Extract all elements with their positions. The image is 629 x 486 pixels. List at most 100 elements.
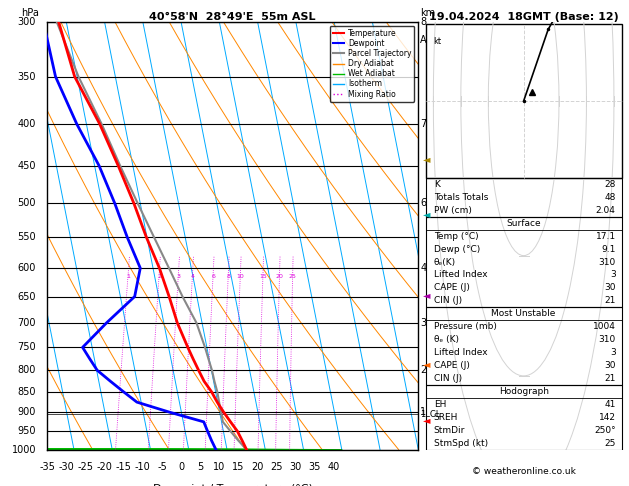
Text: -10: -10 [135,462,151,472]
Text: 310: 310 [598,258,616,266]
Text: 700: 700 [18,318,36,328]
Text: 8: 8 [420,17,426,27]
Text: 900: 900 [18,407,36,417]
Text: 1LCL: 1LCL [420,410,440,418]
Text: 1004: 1004 [593,322,616,331]
Text: 10: 10 [213,462,225,472]
Text: ◄: ◄ [423,154,431,164]
Text: 15: 15 [232,462,245,472]
Text: 3: 3 [176,274,181,279]
Text: 1: 1 [420,407,426,417]
Text: Lifted Index: Lifted Index [434,348,487,357]
Text: Pressure (mb): Pressure (mb) [434,322,496,331]
Text: 41: 41 [604,400,616,409]
Text: StmDir: StmDir [434,426,465,434]
Text: 1: 1 [126,274,130,279]
Text: 550: 550 [18,232,36,242]
Text: ◄: ◄ [423,209,431,219]
Text: K: K [434,180,440,189]
Text: kt: kt [434,37,442,46]
Text: 3: 3 [420,318,426,328]
Text: 250°: 250° [594,426,616,434]
Text: 19.04.2024  18GMT (Base: 12): 19.04.2024 18GMT (Base: 12) [429,12,618,22]
Text: 30: 30 [604,283,616,293]
Text: 750: 750 [18,342,36,352]
Text: 850: 850 [18,387,36,397]
Text: 142: 142 [599,413,616,422]
Text: 2.04: 2.04 [596,206,616,215]
Text: 40: 40 [328,462,340,472]
Text: CIN (J): CIN (J) [434,374,462,383]
Text: θₑ(K): θₑ(K) [434,258,456,266]
Text: 40°58'N  28°49'E  55m ASL: 40°58'N 28°49'E 55m ASL [150,12,316,22]
Text: 17.1: 17.1 [596,232,616,241]
Text: 30: 30 [604,361,616,370]
Bar [426,217,621,307]
Text: Most Unstable: Most Unstable [491,309,556,318]
Text: 9.1: 9.1 [601,244,616,254]
Text: ASL: ASL [420,35,438,45]
Text: 6: 6 [420,198,426,208]
Text: 48: 48 [604,193,616,202]
Text: -15: -15 [116,462,131,472]
Text: 4: 4 [420,263,426,273]
Text: CAPE (J): CAPE (J) [434,283,470,293]
Text: 25: 25 [289,274,297,279]
Legend: Temperature, Dewpoint, Parcel Trajectory, Dry Adiabat, Wet Adiabat, Isotherm, Mi: Temperature, Dewpoint, Parcel Trajectory… [330,26,415,102]
Text: 2: 2 [157,274,161,279]
Text: -20: -20 [97,462,113,472]
Text: 300: 300 [18,17,36,27]
Text: EH: EH [434,400,446,409]
Text: CAPE (J): CAPE (J) [434,361,470,370]
Text: Temp (°C): Temp (°C) [434,232,478,241]
Text: 7: 7 [420,119,426,129]
Text: 30: 30 [290,462,302,472]
Bar [426,24,621,178]
Text: 4: 4 [191,274,194,279]
Text: 21: 21 [604,296,616,305]
Text: 2: 2 [420,365,426,375]
Text: CIN (J): CIN (J) [434,296,462,305]
Text: -30: -30 [58,462,74,472]
Text: 650: 650 [18,292,36,301]
Text: km: km [420,8,435,17]
Text: 20: 20 [276,274,284,279]
Text: Surface: Surface [506,219,541,228]
Text: Dewp (°C): Dewp (°C) [434,244,480,254]
Text: ◄: ◄ [423,415,431,425]
Text: 0: 0 [178,462,184,472]
Text: 600: 600 [18,263,36,273]
Text: StmSpd (kt): StmSpd (kt) [434,438,488,448]
Text: PW (cm): PW (cm) [434,206,472,215]
Text: 400: 400 [18,119,36,129]
Text: 10: 10 [237,274,244,279]
Text: Lifted Index: Lifted Index [434,271,487,279]
Text: -35: -35 [39,462,55,472]
Bar [426,178,621,217]
Text: 5: 5 [197,462,203,472]
Text: Dewpoint / Temperature (°C): Dewpoint / Temperature (°C) [153,484,313,486]
Text: SREH: SREH [434,413,458,422]
Text: 25: 25 [604,438,616,448]
Text: 950: 950 [18,426,36,436]
Text: 500: 500 [18,198,36,208]
Text: 6: 6 [211,274,215,279]
Text: hPa: hPa [21,8,39,17]
Text: 15: 15 [259,274,267,279]
Text: 3: 3 [610,271,616,279]
Bar [426,307,621,385]
Text: 310: 310 [598,335,616,344]
Text: 450: 450 [18,161,36,171]
Text: θₑ (K): θₑ (K) [434,335,459,344]
Text: -25: -25 [77,462,94,472]
Bar [426,385,621,450]
Text: 21: 21 [604,374,616,383]
Text: 3: 3 [610,348,616,357]
Text: ◄: ◄ [423,291,431,300]
Text: 20: 20 [252,462,264,472]
Text: Totals Totals: Totals Totals [434,193,488,202]
Text: 8: 8 [226,274,230,279]
Text: 25: 25 [270,462,283,472]
Text: -5: -5 [157,462,167,472]
Text: 28: 28 [604,180,616,189]
